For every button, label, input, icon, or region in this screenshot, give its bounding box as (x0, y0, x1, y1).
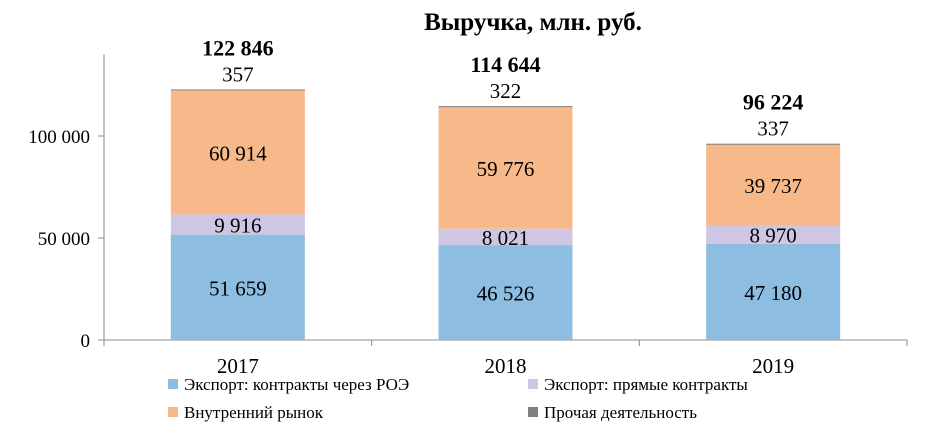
total-label: 96 224 (743, 90, 804, 115)
data-label: 8 970 (750, 224, 797, 248)
bar-segment (438, 106, 573, 108)
data-label: 39 737 (744, 174, 802, 198)
bar-segment (170, 90, 305, 215)
legend-entry: Экспорт: контракты через РОЭ (184, 375, 409, 394)
y-tick-label: 50 000 (38, 229, 90, 250)
bar-segment (706, 143, 841, 145)
legend-swatch (528, 407, 538, 417)
chart-title: Выручка, млн. руб. (424, 9, 642, 36)
data-label: 357 (222, 62, 254, 86)
bar-segment (170, 89, 305, 91)
total-label: 114 644 (470, 52, 540, 77)
y-tick-label: 100 000 (28, 127, 90, 148)
x-tick-label: 2018 (485, 354, 527, 378)
legend-entry: Экспорт: прямые контракты (544, 375, 748, 394)
legend-swatch (168, 379, 178, 389)
bar-segment (706, 144, 841, 226)
bar-segment (438, 228, 573, 246)
legend-swatch (168, 407, 178, 417)
legend-entry: Прочая деятельность (544, 403, 697, 422)
bar-segment (706, 243, 841, 340)
y-tick-label: 0 (81, 331, 91, 352)
data-label: 59 776 (477, 157, 535, 181)
data-label: 8 021 (482, 226, 529, 250)
bar-segment (438, 245, 573, 340)
x-tick-label: 2019 (752, 354, 794, 378)
data-label: 322 (490, 79, 522, 103)
total-label: 122 846 (202, 35, 274, 60)
legend-entry: Внутренний рынок (184, 403, 324, 422)
data-label: 51 659 (209, 276, 267, 300)
legend: Экспорт: контракты через РОЭ Экспорт: пря… (168, 375, 748, 422)
data-label: 60 914 (209, 141, 267, 165)
data-label: 337 (757, 117, 789, 141)
x-tick-label: 2017 (217, 354, 259, 378)
bar-segment (170, 214, 305, 235)
bar-segment (438, 106, 573, 229)
data-label: 46 526 (477, 282, 535, 306)
data-label: 9 916 (214, 214, 261, 238)
legend-swatch (528, 379, 538, 389)
bar-segment (706, 225, 841, 244)
bar-segment (170, 234, 305, 340)
data-label: 47 180 (744, 281, 802, 305)
